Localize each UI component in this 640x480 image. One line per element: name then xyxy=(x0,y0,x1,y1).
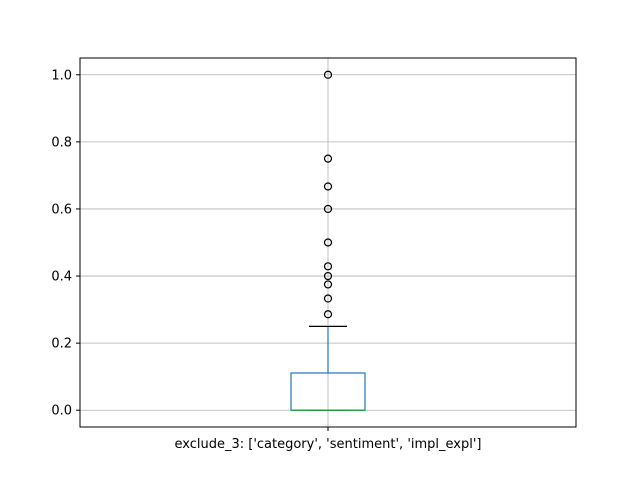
outlier-point xyxy=(323,182,333,191)
outlier-point xyxy=(323,310,333,319)
y-axis: 0.0 0.2 0.4 0.6 0.8 1.0 xyxy=(51,68,80,419)
x-axis: exclude_3: ['category', 'sentiment', 'im… xyxy=(174,427,482,452)
outlier-point xyxy=(323,262,333,271)
outlier-point xyxy=(323,70,333,79)
outlier-point xyxy=(323,294,333,303)
outlier-point xyxy=(323,204,333,214)
outlier-point xyxy=(323,238,333,247)
outlier-point xyxy=(323,280,333,289)
y-tick-label: 0.0 xyxy=(51,404,72,419)
outlier-point xyxy=(323,154,333,163)
box-plot-series xyxy=(290,70,366,411)
y-tick-label: 0.4 xyxy=(51,270,72,285)
outlier-point xyxy=(323,271,333,281)
x-tick-label: exclude_3: ['category', 'sentiment', 'im… xyxy=(174,437,481,452)
y-tick-label: 0.6 xyxy=(51,202,72,217)
y-tick-label: 1.0 xyxy=(51,68,72,83)
y-tick-label: 0.2 xyxy=(51,337,72,352)
y-tick-label: 0.8 xyxy=(51,135,72,150)
